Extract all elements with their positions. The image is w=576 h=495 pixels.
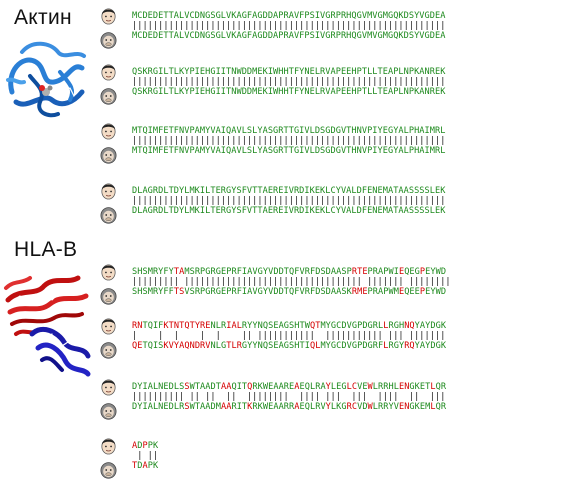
actin-alignment-block: MTQIMFETFNVPAMYVAIQAVLSLYASGRTTGIVLDSGDG… [99,121,569,165]
chimp-face-icon [99,30,118,49]
hla-b-alignment-block: ADPPK | || TDAPK [99,436,569,480]
identity-bars: | || [132,451,159,461]
human-face-icon [99,262,118,281]
human-sequence-line: RNTQIFKTNTQTYRENLRIALRYYNQSEAGSHTWQTMYGC… [132,321,447,331]
hla-b-title: HLA-B [14,238,78,261]
chimp-face-icon [99,460,118,479]
human-face-icon [99,316,118,335]
identity-bars: ||||||||||||||||||||||||||||||||||||||||… [132,136,446,146]
human-sequence-line: DYIALNEDLSSWTAADTAAQITQRKWEAAREAEQLRAYLE… [132,382,447,392]
chimp-face-icon [99,401,118,420]
hla-b-protein-structure-icon [4,275,91,377]
chimp-sequence-line: QETQISKVYAQNDRVNLGTLRGYYNQSEAGSHTIQLMYGC… [132,341,447,351]
chimp-sequence-line: SHSMRYFFTSVSRPGRGEPRFIAVGYVDDTQFVRFDSDAA… [132,287,447,297]
human-sequence-line: SHSMRYFYTAMSRPGRGEPRFIAVGYVDDTQFVRFDSDAA… [132,267,447,277]
actin-alignment-block: MCDEDETTALVCDNGSGLVKAGFAGDDAPRAVFPSIVGRP… [99,6,569,50]
hla-b-alignment-block: DYIALNEDLSSWTAADTAAQITQRKWEAAREAEQLRAYLE… [99,377,569,421]
human-face-icon [99,377,118,396]
human-sequence-line: MCDEDETTALVCDNGSGLVKAGFAGDDAPRAVFPSIVGRP… [132,11,446,21]
identity-bars: ||||||||||||||||||||||||||||||||||||||||… [132,21,446,31]
human-sequence-line: DLAGRDLTDYLMKILTERGYSFVTTAEREIVRDIKEKLCY… [132,186,446,196]
hla-b-alignment-block: RNTQIFKTNTQTYRENLRIALRYYNQSEAGSHTWQTMYGC… [99,316,569,360]
chimp-sequence-line: TDAPK [132,461,159,471]
identity-bars: ||||||||| ||||||||||||||||||||||||||||||… [132,277,451,287]
chimp-sequence-line: MTQIMFETFNVPAMYVAIQAVLSLYASGRTTGIVLDSGDG… [132,146,446,156]
identity-bars: ||||||||||||||||||||||||||||||||||||||||… [132,77,446,87]
human-face-icon [99,6,118,25]
human-sequence-line: ADPPK [132,441,159,451]
chimp-face-icon [99,286,118,305]
actin-protein-structure-icon [6,41,86,118]
identity-bars: | | | | | || ||||||||||| ||||||||||| |||… [132,331,446,341]
human-face-icon [99,181,118,200]
chimp-face-icon [99,340,118,359]
chimp-face-icon [99,145,118,164]
identity-bars: |||||||||| || || || |||||||| |||| ||| ||… [132,392,446,402]
chimp-face-icon [99,205,118,224]
chimp-sequence-line: MCDEDETTALVCDNGSGLVKAGFAGDDAPRAVFPSIVGRP… [132,31,446,41]
human-face-icon [99,62,118,81]
human-face-icon [99,436,118,455]
actin-title: Актин [14,6,72,29]
human-sequence-line: MTQIMFETFNVPAMYVAIQAVLSLYASGRTTGIVLDSGDG… [132,126,446,136]
human-sequence-line: QSKRGILTLKYPIEHGIITNWDDMEKIWHHTFYNELRVAP… [132,67,446,77]
identity-bars: ||||||||||||||||||||||||||||||||||||||||… [132,196,446,206]
chimp-face-icon [99,86,118,105]
human-face-icon [99,121,118,140]
chimp-sequence-line: QSKRGILTLKYPIEHGIITNWDDMEKIWHHTFYNELRVAP… [132,87,446,97]
chimp-sequence-line: DYIALNEDLRSWTAADMAARITKRKWEAARRAEQLRVYLK… [132,402,447,412]
hla-b-alignment-block: SHSMRYFYTAMSRPGRGEPRFIAVGYVDDTQFVRFDSDAA… [99,262,569,306]
chimp-sequence-line: DLAGRDLTDYLMKILTERGYSFVTTAEREIVRDIKEKLCY… [132,206,446,216]
actin-alignment-block: DLAGRDLTDYLMKILTERGYSFVTTAEREIVRDIKEKLCY… [99,181,569,225]
actin-alignment-block: QSKRGILTLKYPIEHGIITNWDDMEKIWHHTFYNELRVAP… [99,62,569,106]
